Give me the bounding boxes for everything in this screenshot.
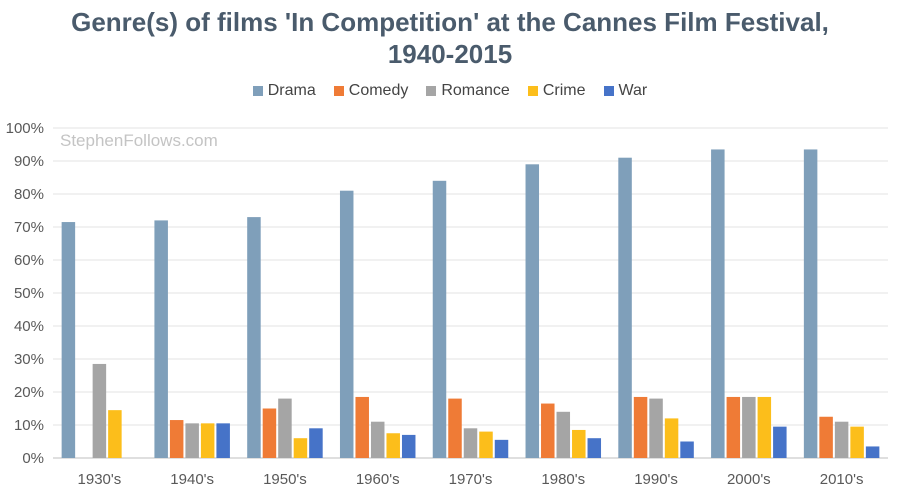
legend: Drama Comedy Romance Crime War — [0, 82, 900, 100]
bar-romance-5 — [556, 411, 571, 458]
bar-drama-4 — [432, 180, 447, 459]
legend-item-comedy: Comedy — [333, 82, 409, 100]
bar-war-8 — [865, 446, 880, 458]
bar-drama-6 — [618, 157, 632, 458]
bar-comedy-1 — [169, 420, 184, 458]
y-tick-label: 80% — [14, 186, 44, 203]
legend-item-drama: Drama — [252, 82, 316, 100]
bar-crime-5 — [572, 429, 586, 458]
bar-crime-1 — [200, 423, 215, 458]
bar-crime-4 — [479, 431, 493, 458]
bar-romance-1 — [185, 423, 199, 458]
y-tick-label: 60% — [14, 252, 44, 269]
x-tick-label: 2010's — [820, 471, 864, 488]
x-tick-label: 2000's — [727, 471, 771, 488]
legend-label-comedy: Comedy — [348, 82, 409, 99]
bar-comedy-2 — [262, 408, 277, 458]
bar-drama-0 — [61, 222, 76, 458]
bar-drama-3 — [339, 190, 354, 458]
y-tick-label: 70% — [14, 219, 44, 236]
legend-item-war: War — [603, 82, 648, 100]
legend-swatch-romance — [426, 86, 437, 96]
bar-comedy-4 — [448, 398, 462, 458]
x-tick-label: 1950's — [263, 471, 307, 488]
bar-crime-0 — [108, 410, 122, 458]
bar-romance-0 — [92, 363, 107, 458]
x-tick-label: 1940's — [170, 471, 214, 488]
bar-war-5 — [587, 438, 602, 458]
bar-comedy-6 — [633, 396, 648, 458]
y-tick-label: 50% — [14, 285, 44, 302]
y-tick-label: 100% — [6, 120, 44, 137]
legend-swatch-crime — [527, 86, 538, 96]
x-tick-label: 1970's — [449, 471, 493, 488]
legend-label-war: War — [618, 82, 648, 99]
bar-romance-4 — [463, 428, 478, 458]
legend-label-crime: Crime — [542, 82, 586, 99]
chart-title-line-1: Genre(s) of films 'In Competition' at th… — [71, 7, 829, 37]
y-tick-label: 90% — [14, 153, 44, 170]
y-tick-label: 0% — [22, 450, 44, 467]
bar-drama-5 — [525, 164, 540, 459]
bar-drama-1 — [154, 220, 168, 458]
bar-crime-8 — [850, 426, 864, 458]
chart-title: Genre(s) of films 'In Competition' at th… — [0, 6, 900, 70]
bar-romance-7 — [742, 396, 756, 458]
bar-crime-7 — [757, 396, 772, 458]
bar-drama-7 — [711, 149, 725, 458]
bar-crime-3 — [386, 433, 400, 458]
bar-war-4 — [494, 439, 509, 458]
bar-drama-8 — [803, 149, 818, 458]
x-tick-label: 1990's — [634, 471, 678, 488]
bar-crime-6 — [664, 418, 679, 458]
bar-crime-2 — [293, 438, 308, 458]
bar-war-3 — [401, 434, 416, 458]
bar-comedy-7 — [726, 396, 741, 458]
y-tick-label: 40% — [14, 318, 44, 335]
bar-comedy-3 — [355, 396, 369, 458]
y-tick-label: 30% — [14, 351, 44, 368]
legend-label-romance: Romance — [441, 82, 510, 99]
legend-swatch-war — [603, 86, 614, 96]
bar-romance-8 — [834, 421, 849, 458]
bar-comedy-5 — [541, 403, 555, 458]
bar-romance-2 — [278, 398, 292, 458]
bar-war-1 — [216, 423, 230, 458]
bar-war-2 — [309, 428, 323, 458]
legend-swatch-drama — [252, 86, 263, 96]
bar-romance-6 — [649, 398, 663, 458]
bar-romance-3 — [370, 421, 385, 458]
legend-swatch-comedy — [333, 86, 344, 96]
legend-item-crime: Crime — [527, 82, 586, 100]
bar-drama-2 — [247, 217, 261, 458]
x-tick-label: 1960's — [356, 471, 400, 488]
x-tick-label: 1930's — [78, 471, 122, 488]
legend-item-romance: Romance — [426, 82, 510, 100]
legend-label-drama: Drama — [267, 82, 316, 99]
watermark: StephenFollows.com — [60, 131, 218, 150]
y-tick-label: 10% — [14, 417, 44, 434]
y-tick-label: 20% — [14, 384, 44, 401]
bar-war-6 — [680, 441, 694, 458]
bar-comedy-8 — [819, 416, 833, 458]
x-tick-label: 1980's — [541, 471, 585, 488]
bar-war-7 — [773, 426, 787, 458]
chart-title-line-2: 1940-2015 — [387, 39, 513, 69]
